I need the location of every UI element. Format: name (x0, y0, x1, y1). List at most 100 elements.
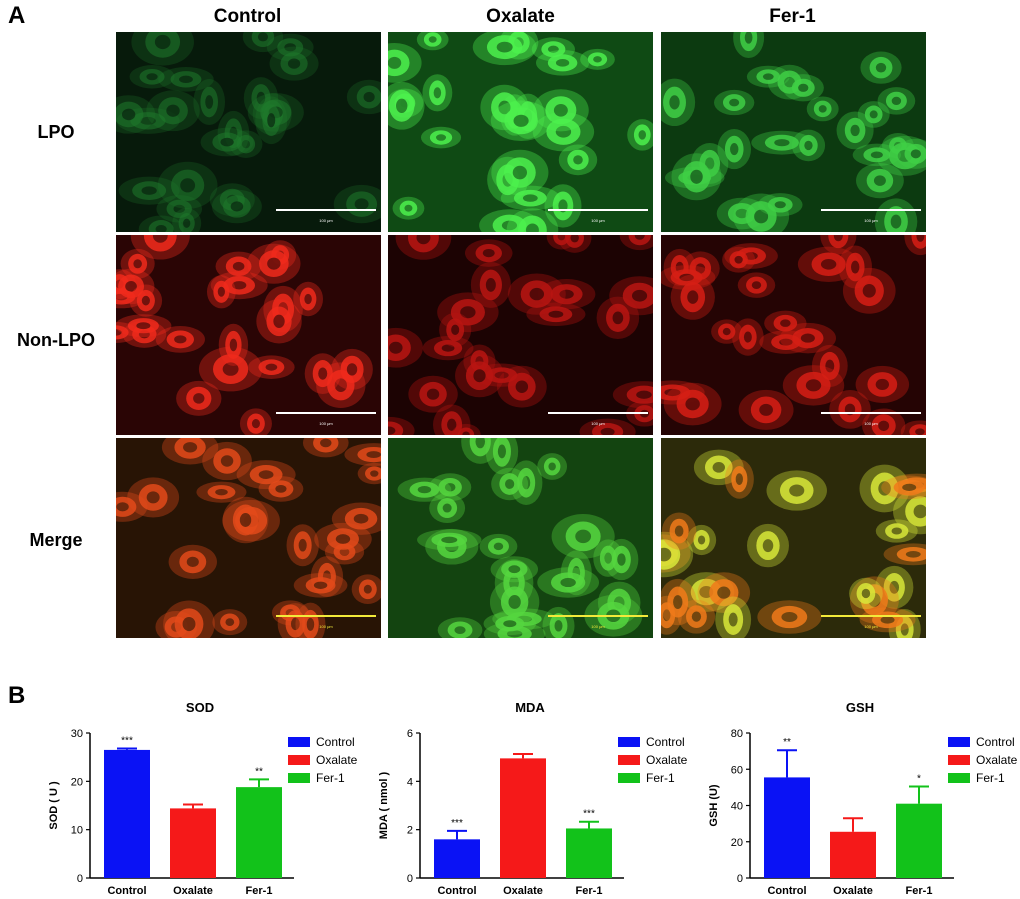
cell (258, 476, 304, 502)
cell (500, 185, 560, 211)
cell (206, 275, 236, 309)
y-tick-label: 20 (731, 837, 743, 849)
cell (408, 375, 458, 413)
row-header-lpo: LPO (37, 122, 75, 142)
cell (146, 90, 200, 132)
y-tick-label: 6 (407, 728, 413, 740)
micrograph-lpo-control: 100 μm (116, 32, 381, 232)
cell (491, 467, 529, 501)
cell (491, 149, 549, 196)
legend-label: Oxalate (646, 753, 688, 767)
cell (172, 207, 202, 232)
cell (429, 473, 472, 502)
cell (433, 404, 471, 435)
cell (211, 189, 262, 224)
x-tick-label: Oxalate (173, 885, 213, 897)
cell (732, 318, 764, 356)
legend-label: Fer-1 (976, 771, 1005, 785)
scale-bar-label: 100 μm (591, 624, 605, 629)
y-tick-label: 0 (407, 873, 413, 885)
scale-bar-label: 100 μm (591, 218, 605, 223)
cell (881, 475, 926, 500)
cell (247, 243, 301, 284)
legend-swatch (948, 773, 970, 783)
cell (293, 281, 324, 317)
bar-fer-1 (896, 803, 942, 878)
cell (661, 78, 696, 127)
cell (895, 138, 926, 169)
legend-swatch (618, 773, 640, 783)
cell (269, 46, 319, 81)
cell (751, 130, 813, 155)
cell (490, 100, 552, 142)
cell (766, 470, 827, 511)
legend-swatch (288, 773, 310, 783)
cell (797, 246, 860, 282)
x-tick-label: Control (437, 885, 476, 897)
micrograph-non-lpo-oxalate: 100 μm (388, 235, 653, 435)
micrograph-image: 100 μm (116, 235, 381, 435)
cell (255, 96, 288, 145)
y-axis-label: SOD ( U ) (48, 781, 60, 830)
scale-bar: 100 μm (821, 615, 921, 629)
micrograph-image: 100 μm (661, 235, 926, 435)
micrograph-image: 100 μm (116, 32, 381, 232)
legend-item-fer-1: Fer-1 (618, 771, 675, 785)
micrograph-image: 100 μm (388, 235, 653, 435)
cell (129, 284, 163, 317)
cell (852, 143, 901, 167)
cell (437, 617, 483, 638)
cell (331, 348, 373, 390)
y-tick-label: 0 (737, 873, 743, 885)
legend-item-control: Control (288, 735, 355, 749)
cell (838, 245, 873, 289)
micrograph-image: 100 μm (388, 32, 653, 232)
significance-label: *** (451, 818, 463, 829)
cell (537, 279, 596, 310)
cell (697, 572, 751, 614)
scale-bar: 100 μm (548, 209, 648, 223)
cell (266, 33, 314, 61)
cell (168, 544, 217, 579)
y-axis-label: GSH (U) (708, 784, 720, 827)
cell (212, 609, 248, 636)
significance-label: ** (783, 737, 791, 748)
scale-bar: 100 μm (276, 615, 376, 629)
micrograph-image: 100 μm (661, 32, 926, 232)
x-tick-label: Fer-1 (246, 885, 273, 897)
cell (693, 449, 744, 486)
cell (874, 198, 918, 232)
cell (193, 79, 226, 126)
gsh-chart-svg: GSH 0 20 40 60 80 GSH (U) ** Control Oxalate * Fer-… (708, 700, 1018, 897)
panel-label-b: B (8, 682, 26, 709)
cell (782, 74, 824, 102)
cell (532, 112, 595, 152)
scale-bar: 100 μm (548, 412, 648, 426)
cell (420, 126, 462, 149)
cell (746, 65, 790, 88)
cell (388, 81, 425, 130)
cell (293, 572, 348, 598)
cell (130, 235, 190, 260)
cell (429, 493, 466, 524)
chart-title: SOD (186, 700, 214, 715)
cell (711, 319, 743, 344)
y-tick-label: 40 (731, 801, 743, 813)
cell (222, 496, 269, 544)
cell (860, 51, 902, 84)
cell (551, 514, 615, 559)
x-tick-label: Oxalate (503, 885, 543, 897)
bar-fer-1 (566, 828, 612, 878)
cell (490, 556, 539, 583)
cell (542, 606, 575, 638)
cell (661, 265, 716, 290)
cell (131, 32, 194, 66)
cell (526, 302, 586, 327)
cell (536, 50, 590, 76)
legend-label: Fer-1 (646, 771, 675, 785)
cell (202, 441, 252, 481)
legend-swatch (948, 737, 970, 747)
cell (558, 144, 598, 176)
y-tick-label: 2 (407, 825, 413, 837)
legend-swatch (618, 737, 640, 747)
